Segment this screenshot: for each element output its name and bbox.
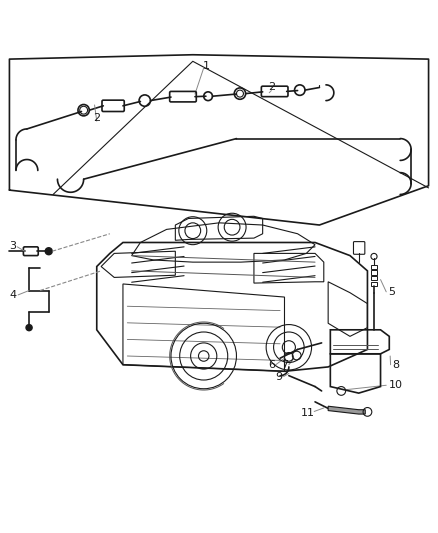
- Text: 10: 10: [389, 380, 403, 390]
- Text: 3: 3: [10, 240, 16, 251]
- Text: 9: 9: [276, 372, 283, 382]
- Text: 6: 6: [268, 360, 275, 370]
- Text: 1: 1: [202, 61, 209, 71]
- Text: 7: 7: [281, 360, 288, 370]
- Text: 8: 8: [392, 360, 399, 370]
- Text: 2: 2: [268, 83, 275, 93]
- Text: 2: 2: [93, 113, 100, 123]
- Circle shape: [26, 325, 32, 330]
- Circle shape: [45, 248, 52, 255]
- Text: 5: 5: [388, 287, 395, 297]
- Polygon shape: [328, 406, 365, 414]
- Text: 11: 11: [300, 408, 314, 418]
- Text: 4: 4: [9, 290, 17, 300]
